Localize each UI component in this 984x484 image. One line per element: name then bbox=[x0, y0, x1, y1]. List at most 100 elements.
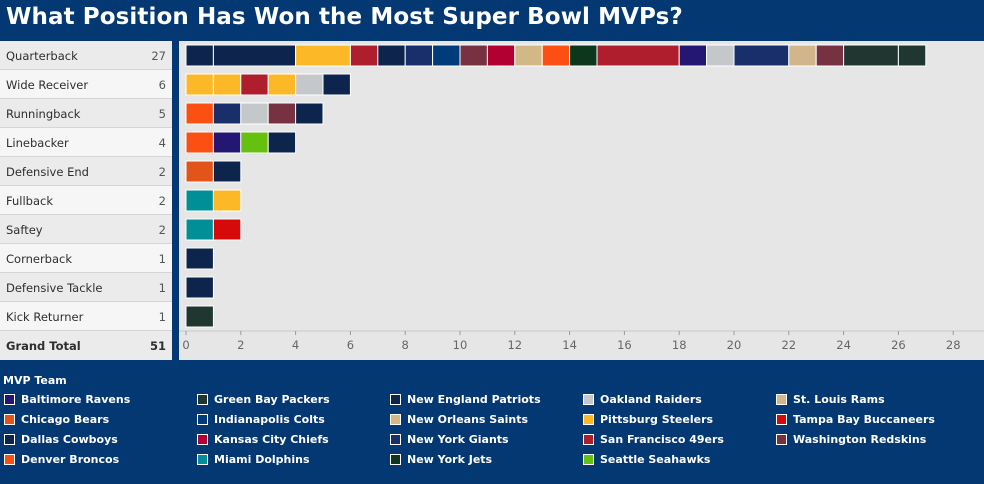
bar-segment[interactable] bbox=[240, 102, 269, 125]
bar-segment[interactable] bbox=[459, 44, 488, 67]
legend-label: Pittsburg Steelers bbox=[600, 413, 714, 426]
legend-label: Washington Redskins bbox=[793, 433, 927, 446]
grand-total-value: 51 bbox=[149, 339, 166, 353]
bar-segment[interactable] bbox=[212, 44, 297, 67]
bar-segment[interactable] bbox=[185, 189, 214, 212]
legend-swatch bbox=[197, 414, 208, 425]
bar-segment[interactable] bbox=[267, 73, 297, 96]
category-count: 2 bbox=[158, 223, 166, 237]
legend-swatch bbox=[776, 394, 787, 405]
bar-segment[interactable] bbox=[185, 102, 214, 125]
legend-swatch bbox=[4, 434, 15, 445]
category-count: 4 bbox=[158, 136, 166, 150]
table-row: Saftey 2 bbox=[0, 215, 172, 244]
x-tick-label: 22 bbox=[781, 338, 796, 352]
table-row: Defensive End 2 bbox=[0, 157, 172, 186]
legend-swatch bbox=[197, 394, 208, 405]
bar-segment[interactable] bbox=[267, 102, 297, 125]
bar-segment[interactable] bbox=[212, 189, 242, 212]
legend-label: Oakland Raiders bbox=[600, 393, 702, 406]
legend-label: St. Louis Rams bbox=[793, 393, 885, 406]
bar-segment[interactable] bbox=[843, 44, 899, 67]
bar-segment[interactable] bbox=[541, 44, 571, 67]
bar-segment[interactable] bbox=[185, 160, 214, 183]
bar-segment[interactable] bbox=[185, 44, 214, 67]
bar-segment[interactable] bbox=[514, 44, 543, 67]
table-row: Cornerback 1 bbox=[0, 244, 172, 273]
legend-label: New York Giants bbox=[407, 433, 509, 446]
x-tick-label: 14 bbox=[562, 338, 577, 352]
legend-label: New England Patriots bbox=[407, 393, 541, 406]
bar-segment[interactable] bbox=[788, 44, 817, 67]
legend-label: San Francisco 49ers bbox=[600, 433, 724, 446]
bar-segment[interactable] bbox=[349, 44, 379, 67]
legend-swatch bbox=[390, 394, 401, 405]
bar-segment[interactable] bbox=[267, 131, 297, 154]
legend-title: MVP Team bbox=[3, 374, 67, 387]
bar-segment[interactable] bbox=[569, 44, 598, 67]
legend-label: New York Jets bbox=[407, 453, 493, 466]
category-label: Fullback bbox=[6, 194, 53, 208]
bar-segment[interactable] bbox=[678, 44, 708, 67]
category-count: 27 bbox=[151, 49, 166, 63]
bar-segment[interactable] bbox=[185, 73, 214, 96]
bar-segment[interactable] bbox=[185, 276, 214, 299]
legend-swatch bbox=[583, 414, 594, 425]
bar-segment[interactable] bbox=[432, 44, 461, 67]
legend-label: New Orleans Saints bbox=[407, 413, 529, 426]
bar-segment[interactable] bbox=[240, 73, 269, 96]
table-row: Linebacker 4 bbox=[0, 128, 172, 157]
legend-swatch bbox=[4, 454, 15, 465]
x-tick-label: 0 bbox=[182, 338, 189, 352]
table-row: Kick Returner 1 bbox=[0, 302, 172, 331]
legend-swatch bbox=[4, 394, 15, 405]
category-label: Kick Returner bbox=[6, 310, 84, 324]
bar-segment[interactable] bbox=[240, 131, 269, 154]
row-header-table: Quarterback 27 Wide Receiver 6 Runningback 5 L… bbox=[0, 41, 172, 360]
category-label: Quarterback bbox=[6, 49, 78, 63]
legend-swatch bbox=[4, 414, 15, 425]
bar-segment[interactable] bbox=[185, 247, 214, 270]
bar-segment[interactable] bbox=[815, 44, 845, 67]
grand-total-row: Grand Total 51 bbox=[0, 331, 172, 360]
x-tick-label: 16 bbox=[617, 338, 632, 352]
bar-segment[interactable] bbox=[295, 102, 324, 125]
bar-segment[interactable] bbox=[486, 44, 516, 67]
x-tick-label: 2 bbox=[237, 338, 244, 352]
bar-segment[interactable] bbox=[377, 44, 406, 67]
bar-segment[interactable] bbox=[295, 73, 324, 96]
table-row: Wide Receiver 6 bbox=[0, 70, 172, 99]
legend-label: Kansas City Chiefs bbox=[214, 433, 329, 446]
bar-segment[interactable] bbox=[212, 102, 242, 125]
table-row: Runningback 5 bbox=[0, 99, 172, 128]
legend-swatch bbox=[390, 454, 401, 465]
legend-label: Miami Dolphins bbox=[214, 453, 310, 466]
bar-segment[interactable] bbox=[212, 218, 242, 241]
bar-segment[interactable] bbox=[897, 44, 927, 67]
legend-label: Seattle Seahawks bbox=[600, 453, 711, 466]
bar-segment[interactable] bbox=[295, 44, 351, 67]
plot-area: 0 2 4 6 8 10 12 14 16 18 20 22 24 26 28 bbox=[179, 41, 984, 360]
x-tick-label: 26 bbox=[891, 338, 906, 352]
bar-segment[interactable] bbox=[596, 44, 680, 67]
category-count: 2 bbox=[158, 194, 166, 208]
legend-label: Dallas Cowboys bbox=[21, 433, 118, 446]
bar-segment[interactable] bbox=[212, 73, 242, 96]
legend-label: Tampa Bay Buccaneers bbox=[793, 413, 935, 426]
bar-segment[interactable] bbox=[706, 44, 735, 67]
category-label: Defensive End bbox=[6, 165, 89, 179]
bar-segment[interactable] bbox=[185, 305, 214, 328]
bar-segment[interactable] bbox=[322, 73, 351, 96]
category-count: 1 bbox=[158, 252, 166, 266]
bar-segment[interactable] bbox=[212, 131, 242, 154]
legend-swatch bbox=[776, 414, 787, 425]
bar-segment[interactable] bbox=[733, 44, 790, 67]
category-count: 1 bbox=[158, 310, 166, 324]
legend-swatch bbox=[197, 434, 208, 445]
bar-segment[interactable] bbox=[404, 44, 434, 67]
bar-segment[interactable] bbox=[212, 160, 242, 183]
category-label: Wide Receiver bbox=[6, 78, 89, 92]
bar-segment[interactable] bbox=[185, 218, 214, 241]
bar-segment[interactable] bbox=[185, 131, 214, 154]
category-label: Linebacker bbox=[6, 136, 69, 150]
